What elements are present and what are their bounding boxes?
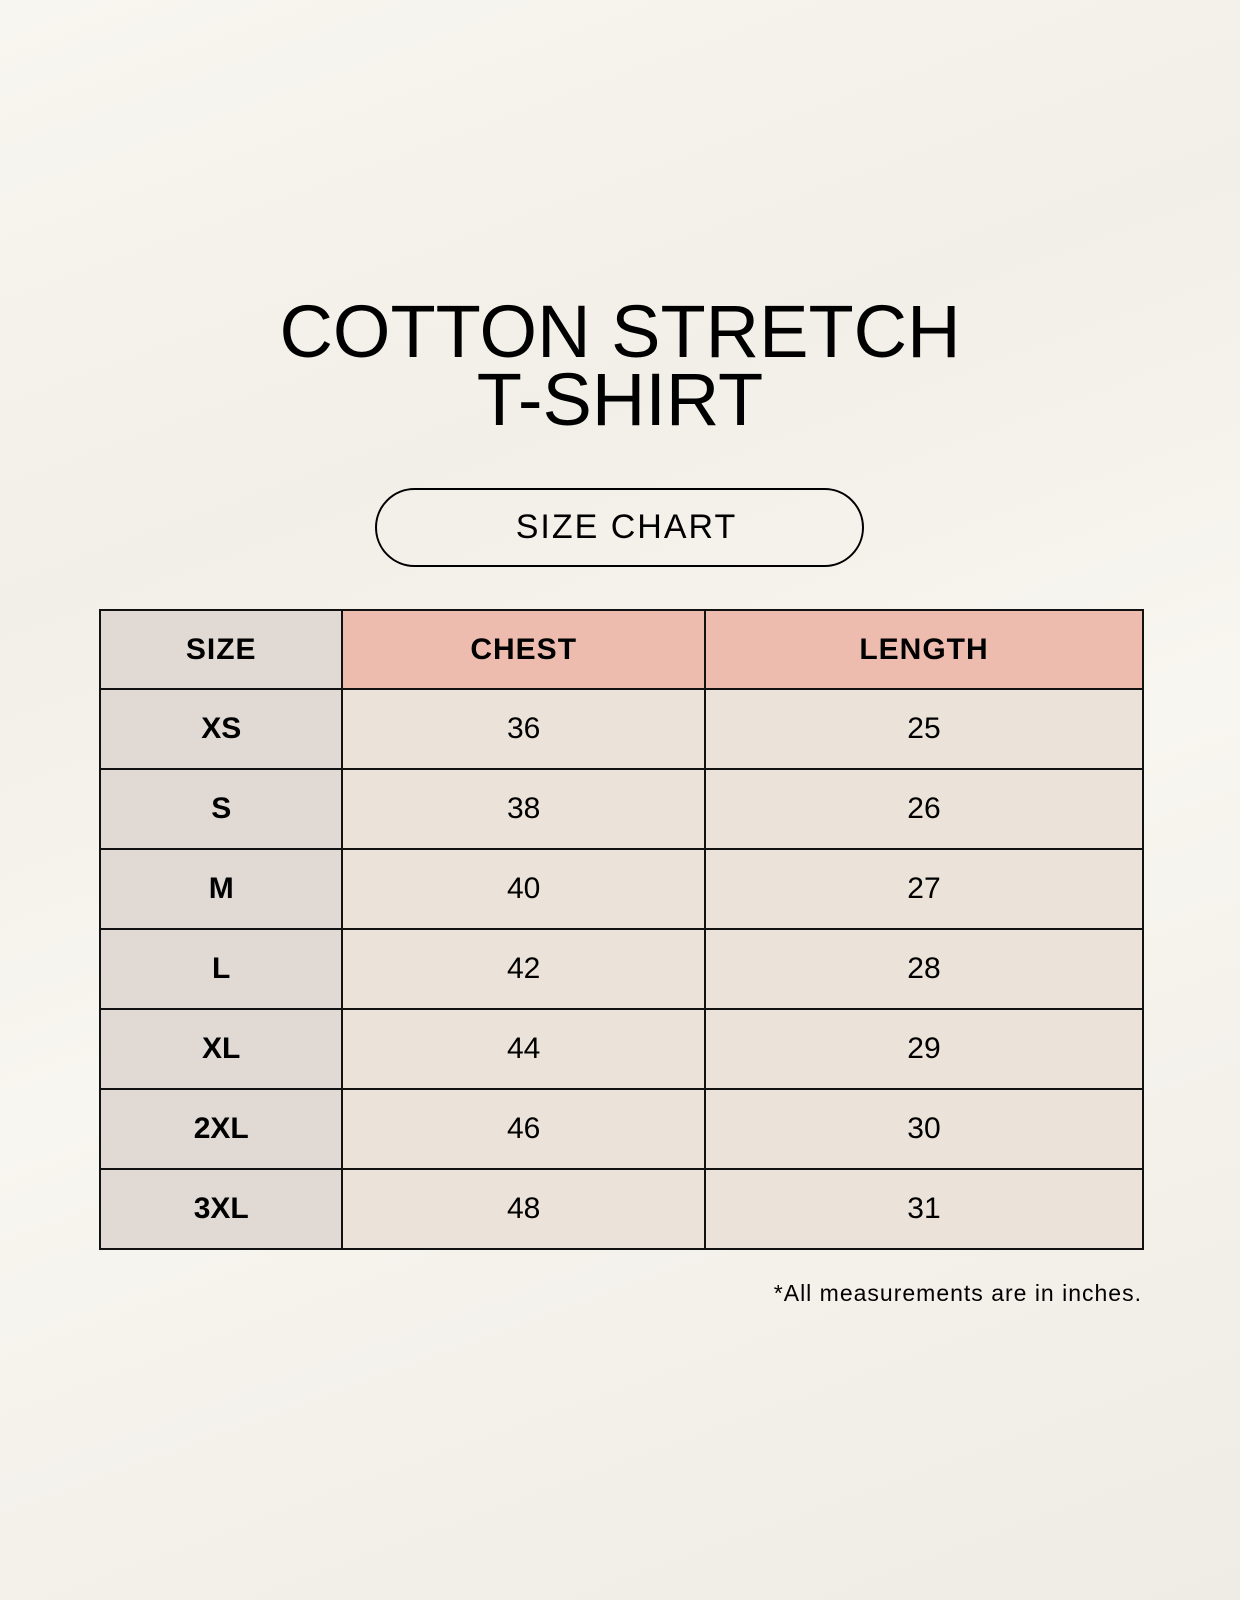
cell-size: 3XL <box>98 1168 344 1250</box>
cell-chest: 46 <box>341 1088 706 1170</box>
page-title: COTTON STRETCH T-SHIRT <box>0 290 1240 441</box>
cell-length: 25 <box>703 688 1145 770</box>
title-line-2: T-SHIRT <box>476 358 764 441</box>
cell-chest: 44 <box>341 1008 706 1090</box>
header-chest: CHEST <box>341 609 706 690</box>
table-row: M 40 27 <box>98 848 1145 930</box>
cell-size: XL <box>98 1008 344 1090</box>
cell-chest: 38 <box>341 768 706 850</box>
cell-size: L <box>98 928 344 1010</box>
cell-chest: 48 <box>341 1168 706 1250</box>
cell-size: 2XL <box>98 1088 344 1170</box>
cell-chest: 36 <box>341 688 706 770</box>
cell-length: 29 <box>703 1008 1145 1090</box>
header-size: SIZE <box>98 609 344 690</box>
cell-size: S <box>98 768 344 850</box>
cell-chest: 40 <box>341 848 706 930</box>
cell-size: XS <box>98 688 344 770</box>
table-row: XS 36 25 <box>98 688 1145 770</box>
cell-length: 27 <box>703 848 1145 930</box>
title-line-1: COTTON STRETCH <box>279 290 961 373</box>
table-row: 3XL 48 31 <box>98 1168 1145 1250</box>
cell-chest: 42 <box>341 928 706 1010</box>
cell-size: M <box>98 848 344 930</box>
table-row: XL 44 29 <box>98 1008 1145 1090</box>
header-length: LENGTH <box>703 609 1145 690</box>
table-row: 2XL 46 30 <box>98 1088 1145 1170</box>
cell-length: 31 <box>703 1168 1145 1250</box>
cell-length: 26 <box>703 768 1145 850</box>
footnote: *All measurements are in inches. <box>773 1280 1142 1306</box>
table-header-row: SIZE CHEST LENGTH <box>98 609 1145 690</box>
size-chart-label: SIZE CHART <box>375 488 864 567</box>
cell-length: 30 <box>703 1088 1145 1170</box>
size-table: SIZE CHEST LENGTH XS 36 25 S 38 26 M 40 27 L 42 28 X… <box>98 609 1145 1250</box>
table-row: L 42 28 <box>98 928 1145 1010</box>
table-row: S 38 26 <box>98 768 1145 850</box>
cell-length: 28 <box>703 928 1145 1010</box>
